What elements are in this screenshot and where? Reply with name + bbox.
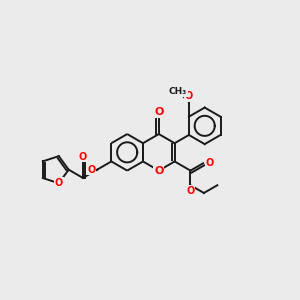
Text: O: O bbox=[185, 91, 193, 101]
Text: O: O bbox=[186, 186, 195, 196]
Text: O: O bbox=[87, 165, 95, 175]
Text: O: O bbox=[154, 107, 164, 117]
Text: O: O bbox=[206, 158, 214, 168]
Text: CH₃: CH₃ bbox=[169, 87, 187, 96]
Text: O: O bbox=[154, 166, 164, 176]
Text: O: O bbox=[55, 178, 63, 188]
Text: O: O bbox=[79, 152, 87, 162]
